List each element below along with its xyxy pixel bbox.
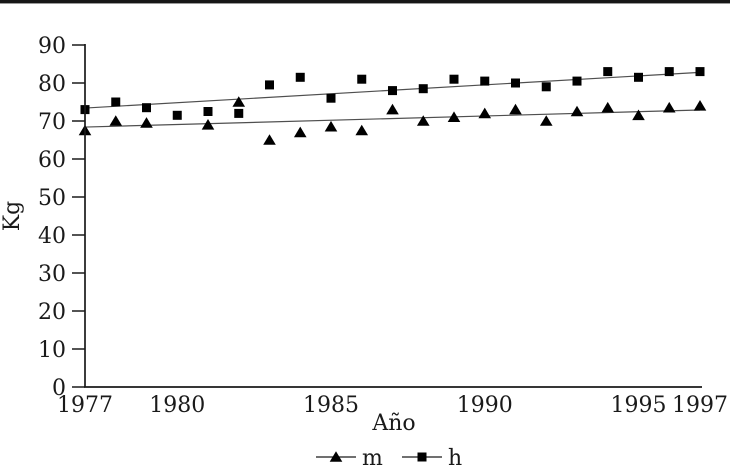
x-tick-label: 1977 bbox=[57, 393, 113, 418]
trend-line-m bbox=[84, 109, 701, 128]
data-point-m bbox=[201, 119, 215, 130]
x-tick-label: 1980 bbox=[149, 393, 205, 418]
y-tick-label: 40 bbox=[38, 224, 66, 249]
top-border-line bbox=[0, 0, 730, 4]
x-tick-label: 1997 bbox=[672, 393, 728, 418]
y-tick-label: 90 bbox=[38, 34, 66, 59]
data-point-m bbox=[109, 115, 123, 126]
data-point-h bbox=[357, 74, 367, 84]
data-point-m bbox=[509, 103, 522, 115]
y-tick-label: 10 bbox=[38, 338, 66, 363]
data-point-h bbox=[388, 86, 397, 96]
data-point-h bbox=[603, 67, 613, 77]
data-point-h bbox=[511, 78, 520, 88]
data-point-h bbox=[480, 76, 490, 86]
legend-label-h: h bbox=[448, 446, 462, 471]
legend-label-m: m bbox=[362, 446, 383, 471]
data-point-m bbox=[355, 124, 369, 136]
plot-area bbox=[78, 67, 707, 145]
data-point-m bbox=[293, 126, 307, 138]
data-point-m bbox=[324, 120, 338, 132]
x-tick-label: 1995 bbox=[611, 393, 667, 418]
data-point-m bbox=[693, 100, 707, 111]
legend-item-m: m bbox=[316, 446, 383, 471]
data-point-m bbox=[140, 117, 153, 128]
tick-labels: 0 10 20 30 40 50 60 70 80 90 1977 1980 1985 1990 1995 1… bbox=[38, 34, 728, 418]
data-point-m bbox=[539, 115, 553, 126]
data-point-m bbox=[601, 101, 615, 113]
axes bbox=[72, 44, 702, 388]
legend-triangle-icon bbox=[329, 451, 343, 462]
y-tick-label: 80 bbox=[38, 72, 66, 97]
data-point-m bbox=[632, 109, 645, 121]
data-point-m bbox=[416, 115, 430, 126]
x-tick-label: 1985 bbox=[303, 393, 359, 418]
x-tick-label: 1990 bbox=[457, 393, 513, 418]
data-point-m bbox=[447, 111, 461, 122]
y-tick-label: 20 bbox=[38, 300, 66, 325]
x-axis-title: Año bbox=[371, 411, 415, 436]
series-m bbox=[78, 96, 707, 145]
y-tick-label: 0 bbox=[52, 376, 66, 401]
data-point-m bbox=[662, 101, 676, 113]
data-point-m bbox=[232, 96, 246, 107]
data-point-h bbox=[172, 110, 182, 120]
data-point-m bbox=[263, 134, 276, 145]
data-point-h bbox=[203, 107, 213, 116]
data-point-h bbox=[572, 76, 582, 86]
y-tick-label: 70 bbox=[38, 110, 66, 135]
data-point-h bbox=[295, 72, 305, 82]
data-point-h bbox=[326, 93, 336, 103]
data-point-m bbox=[386, 103, 399, 115]
y-tick-label: 60 bbox=[38, 148, 66, 173]
data-point-h bbox=[541, 82, 551, 92]
data-point-h bbox=[664, 67, 674, 77]
data-point-h bbox=[695, 67, 705, 77]
y-tick-label: 30 bbox=[38, 262, 66, 287]
data-point-m bbox=[570, 105, 584, 117]
data-point-h bbox=[111, 97, 121, 107]
data-point-h bbox=[234, 108, 244, 118]
data-point-h bbox=[265, 80, 274, 90]
y-tick-label: 50 bbox=[38, 186, 66, 211]
data-point-m bbox=[478, 107, 492, 119]
data-point-h bbox=[418, 84, 428, 94]
data-point-h bbox=[449, 74, 459, 84]
legend-item-h: h bbox=[402, 446, 462, 471]
data-point-h bbox=[142, 103, 151, 113]
legend-square-icon bbox=[417, 452, 427, 462]
data-point-h bbox=[634, 72, 643, 82]
y-axis-title: Kg bbox=[0, 201, 25, 232]
